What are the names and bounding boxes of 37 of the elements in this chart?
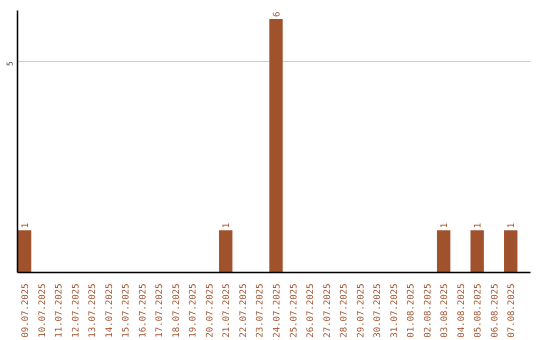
x-tick-label: 16.07.2025 — [138, 283, 148, 338]
y-tick-label: 5 — [6, 61, 14, 66]
x-tick-label: 01.08.2025 — [406, 283, 417, 338]
data-label: 1 — [222, 222, 232, 228]
x-tick-label: 14.07.2025 — [104, 283, 115, 338]
x-tick-label: 10.07.2025 — [38, 283, 48, 338]
x-tick-label: 03.08.2025 — [440, 283, 450, 338]
x-tick-label: 09.07.2025 — [21, 283, 32, 338]
x-tick-label: 24.07.2025 — [272, 283, 283, 338]
data-label: 6 — [272, 12, 283, 17]
x-tick-label: 21.07.2025 — [222, 283, 232, 338]
x-tick-label: 06.08.2025 — [490, 283, 500, 338]
x-tick-label: 28.07.2025 — [340, 283, 350, 338]
x-tick-label: 23.07.2025 — [256, 283, 266, 338]
x-tick-label: 17.07.2025 — [155, 283, 166, 338]
x-tick-label: 05.08.2025 — [474, 283, 484, 338]
data-label: 1 — [21, 222, 32, 228]
x-tick-label: 11.07.2025 — [54, 283, 65, 338]
x-tick-label: 31.07.2025 — [390, 283, 400, 338]
x-tick-label: 27.07.2025 — [322, 283, 333, 338]
x-tick-label: 18.07.2025 — [172, 283, 182, 338]
x-tick-label: 25.07.2025 — [289, 283, 300, 338]
data-label: 1 — [507, 222, 518, 228]
data-label: 1 — [474, 222, 484, 228]
x-tick-label: 29.07.2025 — [356, 283, 366, 338]
x-tick-label: 22.07.2025 — [238, 283, 249, 338]
x-tick-label: 02.08.2025 — [423, 283, 434, 338]
x-tick-label: 20.07.2025 — [205, 283, 216, 338]
x-tick-label: 04.08.2025 — [456, 283, 467, 338]
x-tick-label: 30.07.2025 — [373, 283, 384, 338]
x-tick-label: 19.07.2025 — [188, 283, 199, 338]
data-label: 1 — [440, 222, 450, 228]
x-tick-label: 15.07.2025 — [122, 283, 132, 338]
x-tick-label: 12.07.2025 — [71, 283, 82, 338]
x-tick-label: 13.07.2025 — [88, 283, 98, 338]
x-tick-label: 26.07.2025 — [306, 283, 316, 338]
x-tick-label: 07.08.2025 — [507, 283, 518, 338]
